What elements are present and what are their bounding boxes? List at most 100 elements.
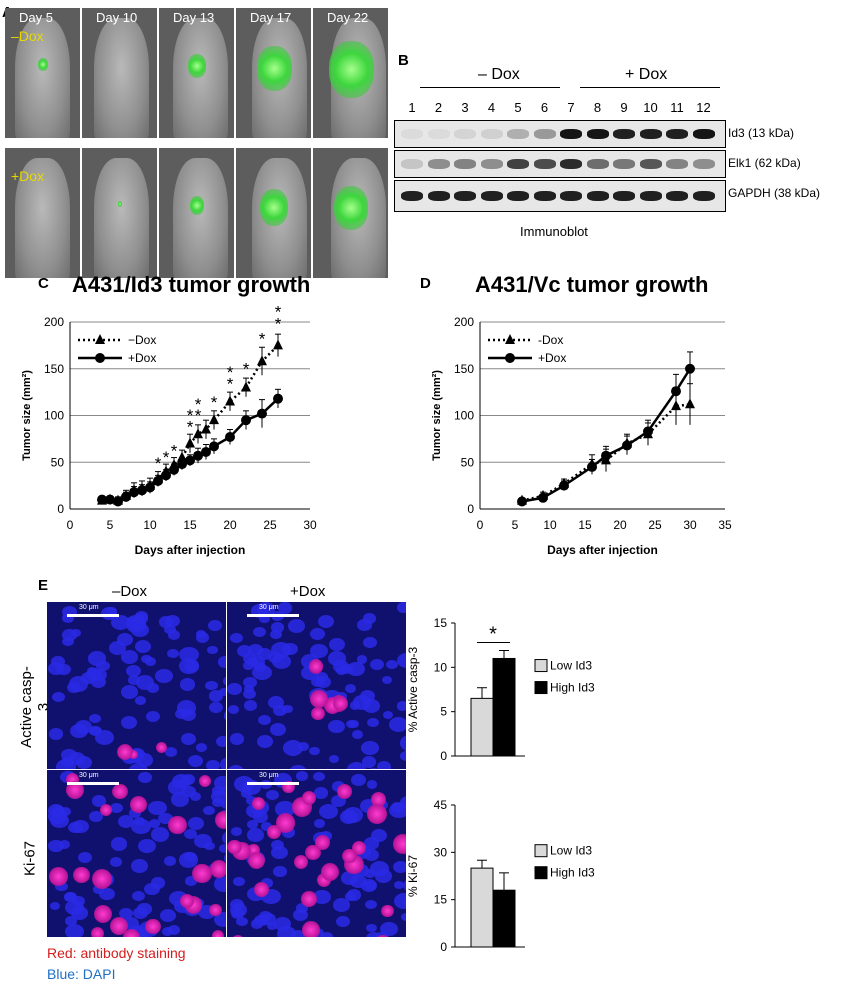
data-point: [587, 461, 597, 472]
nucleus: [256, 648, 272, 660]
nucleus: [403, 878, 406, 892]
data-point: [201, 423, 211, 434]
stained-cell: [342, 848, 358, 864]
stained-cell: [145, 918, 161, 935]
nucleus: [236, 917, 248, 927]
mouse-image-0-3: Day 17: [236, 8, 311, 138]
nucleus: [179, 658, 199, 674]
nucleus: [329, 754, 340, 763]
nucleus: [349, 874, 367, 889]
blot-band: [560, 129, 582, 139]
y-tick-label: 30: [434, 845, 448, 859]
data-point: [517, 496, 527, 507]
nucleus: [266, 922, 277, 931]
group-label-plus-dox: + Dox: [625, 66, 668, 83]
nucleus: [72, 819, 89, 833]
mouse-body: [173, 158, 228, 278]
nucleus: [243, 676, 258, 688]
tumor-signal: [256, 45, 292, 91]
significance-star: *: [211, 393, 218, 412]
nucleus: [50, 813, 69, 829]
nucleus: [363, 636, 377, 648]
nucleus: [295, 902, 309, 913]
y-axis-label: % Active casp-3: [406, 646, 420, 732]
stained-cell: [267, 825, 281, 839]
nucleus: [365, 899, 377, 909]
stained-cell: [293, 855, 309, 870]
stained-cell: [211, 929, 225, 937]
mouse-image-0-4: Day 22: [313, 8, 388, 138]
nucleus: [366, 923, 377, 933]
nucleus: [77, 851, 92, 863]
nucleus: [357, 619, 372, 631]
nucleus: [125, 664, 142, 678]
nucleus: [392, 860, 406, 874]
nucleus: [165, 747, 178, 758]
legend-marker: [95, 334, 105, 344]
significance-star: *: [275, 314, 282, 333]
blot-band: [454, 159, 476, 169]
data-point: [137, 485, 147, 496]
nucleus: [106, 606, 117, 616]
scale-bar: [247, 782, 299, 785]
tumor-signal: [260, 189, 288, 226]
chart-d-title: A431/Vc tumor growth: [475, 272, 709, 297]
stained-cell: [90, 927, 104, 937]
y-axis-label: Tumor size (mm²): [431, 370, 443, 461]
mouse-image-0-2: Day 13: [159, 8, 234, 138]
nucleus: [349, 701, 361, 710]
legend-label: -Dox: [538, 333, 563, 347]
nucleus: [269, 722, 287, 736]
data-point: [685, 398, 695, 409]
blot-rows: Id3 (13 kDa) Elk1 (62 kDa) GAPDH (38 kDa): [390, 60, 845, 250]
data-point: [169, 464, 179, 475]
nucleus: [118, 815, 135, 828]
nucleus: [111, 614, 131, 630]
lane-number: 11: [670, 100, 684, 115]
y-tick-label: 150: [454, 362, 474, 376]
lane-number: 2: [434, 100, 443, 115]
nucleus: [62, 629, 78, 642]
blot-band: [666, 129, 688, 139]
nucleus: [375, 931, 388, 937]
y-tick-label: 5: [440, 705, 447, 719]
blot-band: [454, 129, 476, 139]
y-tick-label: 0: [57, 502, 64, 516]
nucleus: [386, 659, 399, 670]
nucleus: [389, 717, 406, 733]
nucleus: [273, 866, 287, 877]
nucleus: [148, 800, 167, 816]
col-label-plus-dox: +Dox: [290, 583, 326, 600]
panel-letter-c: C: [38, 275, 49, 292]
nucleus: [365, 931, 382, 937]
legend-label: +Dox: [538, 351, 566, 365]
micrograph-0-1: 30 μm: [227, 602, 406, 769]
nucleus: [400, 796, 406, 809]
nucleus: [75, 755, 92, 769]
stained-cell: [275, 813, 295, 833]
stained-cell: [367, 804, 387, 824]
nucleus: [158, 616, 173, 628]
micrograph-1-1: 30 μm: [227, 770, 406, 937]
nucleus: [205, 680, 218, 691]
significance-star: *: [163, 448, 170, 467]
nucleus: [361, 756, 377, 768]
lane-number: 7: [567, 100, 575, 115]
blot-band: [639, 129, 662, 139]
chart-c-tumor-growth-id3: 0 50 100 150 200 0 5 10 15 20 25 30 Days after injec…: [21, 302, 317, 557]
nucleus: [270, 629, 282, 639]
tumor-signal: [334, 186, 368, 230]
data-point: [241, 381, 251, 392]
nucleus: [275, 801, 295, 817]
blot-band: [666, 159, 688, 169]
stained-cell: [112, 784, 128, 800]
nucleus: [218, 687, 226, 697]
nucleus: [260, 878, 274, 889]
nucleus: [171, 773, 191, 789]
nucleus: [343, 807, 364, 824]
nucleus: [131, 859, 149, 873]
blot-row: [394, 120, 726, 148]
lane-number: 3: [461, 100, 469, 115]
nucleus: [254, 914, 269, 926]
nucleus: [72, 895, 86, 907]
